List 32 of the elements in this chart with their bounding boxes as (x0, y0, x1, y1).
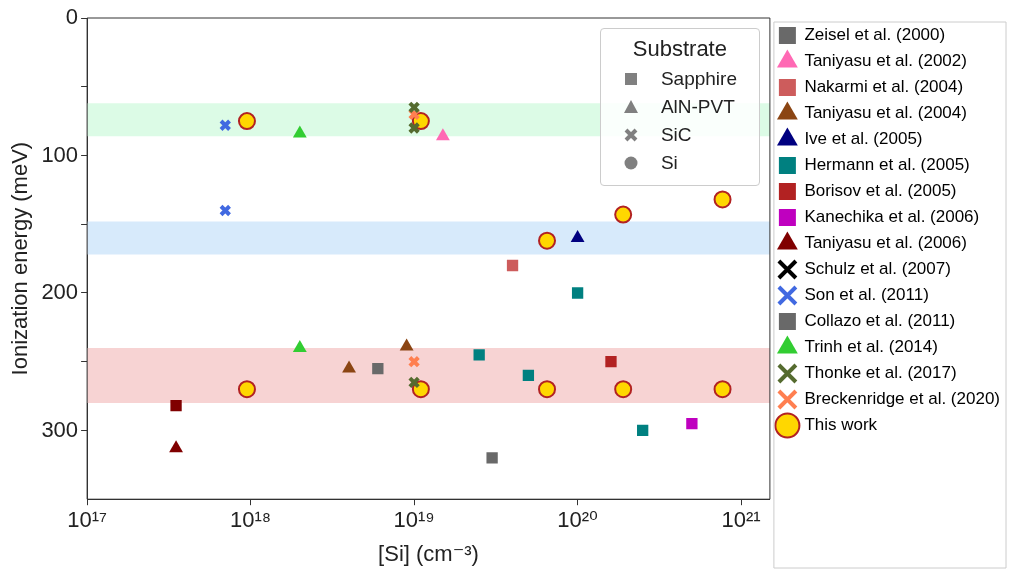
x-tick-label: 10²⁰ (557, 507, 599, 533)
y-tick-label: 100 (41, 141, 79, 167)
legend-label: Nakarmi et al. (2004) (804, 77, 964, 97)
annotation: SiC (660, 124, 692, 146)
legend-label: Ive et al. (2005) (804, 129, 923, 149)
legend-label: Breckenridge et al. (2020) (804, 389, 1000, 409)
annotation: Sapphire (660, 68, 737, 90)
legend-label: Trinh et al. (2014) (804, 337, 938, 357)
x-tick-label: 10¹⁹ (393, 507, 435, 533)
legend-label: Zeisel et al. (2000) (804, 25, 946, 45)
legend-label: Taniyasu et al. (2002) (804, 51, 967, 71)
legend-label: Schulz et al. (2007) (804, 259, 951, 279)
annotation: Si (660, 152, 678, 174)
legend-label: Son et al. (2011) (804, 285, 929, 305)
legend-label: Borisov et al. (2005) (804, 181, 957, 201)
x-tick-label: 10²¹ (721, 507, 761, 533)
legend-label: Taniyasu et al. (2004) (804, 103, 967, 123)
legend-label: Kanechika et al. (2006) (804, 207, 980, 227)
legend-label: This work (804, 415, 878, 435)
x-tick-label: 10¹⁸ (230, 507, 272, 533)
legend-title: Substrate (631, 35, 728, 63)
y-axis-title: Ionization energy (meV) (7, 141, 33, 376)
x-axis-title: [Si] (cm⁻³) (378, 540, 479, 566)
y-tick-label: 200 (41, 279, 79, 305)
legend-label: Taniyasu et al. (2006) (804, 233, 967, 253)
y-tick-label: 0 (65, 4, 79, 30)
legend-label: Thonke et al. (2017) (804, 363, 957, 383)
annotation: AlN-PVT (660, 96, 735, 118)
y-tick-label: 300 (41, 416, 79, 442)
x-tick-label: 10¹⁷ (67, 507, 108, 533)
legend-label: Hermann et al. (2005) (804, 155, 970, 175)
legend-label: Collazo et al. (2011) (804, 311, 956, 331)
